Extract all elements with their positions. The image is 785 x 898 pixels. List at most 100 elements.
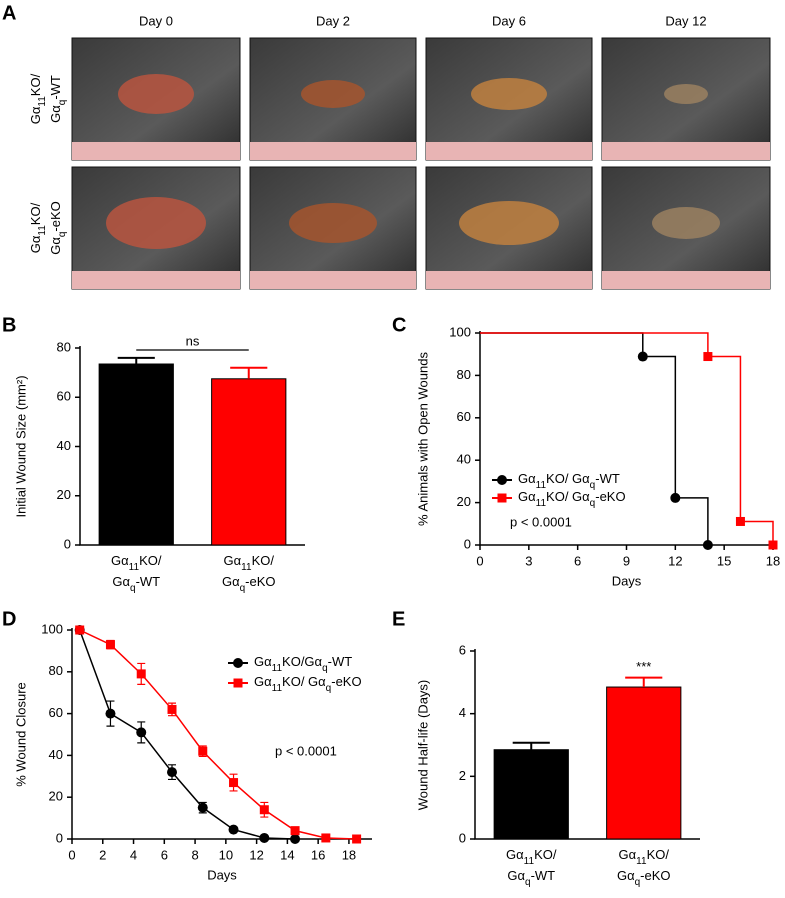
- panel-label: D: [2, 608, 16, 630]
- marker: [637, 351, 648, 362]
- y-axis-label: Wound Half-life (Days): [415, 680, 430, 811]
- bedding: [72, 142, 240, 160]
- label-part: q: [525, 877, 531, 888]
- label-part: q: [635, 877, 641, 888]
- y-tick-label: 100: [41, 621, 63, 636]
- y-tick-label: 80: [49, 663, 63, 678]
- label-part: KO/ Gα: [282, 674, 326, 689]
- label-part: Gα: [617, 868, 635, 883]
- y-tick-label: 60: [49, 705, 63, 720]
- y-axis-label: % Wound Closure: [13, 682, 28, 787]
- label-part: 11: [636, 856, 647, 867]
- label: Gα11KO/Gαq-WT: [254, 654, 352, 674]
- marker: [702, 540, 713, 550]
- legend-marker: [497, 493, 507, 503]
- x-tick-label: 9: [623, 553, 630, 568]
- annotation: ns: [186, 333, 200, 348]
- y-tick-label: 20: [457, 494, 471, 509]
- error-bar: [625, 676, 663, 688]
- y-tick-label: 100: [449, 324, 471, 339]
- error-bar: [512, 741, 550, 750]
- label-part: Gα: [222, 574, 240, 589]
- label-part: -eKO: [331, 674, 361, 689]
- label-part: q: [130, 583, 136, 594]
- label: Gα11KO/ Gαq-eKO: [518, 489, 626, 509]
- marker: [105, 708, 116, 719]
- marker: [768, 540, 778, 550]
- label-part: -eKO: [245, 574, 275, 589]
- label: Gα11KO/: [111, 553, 162, 573]
- label-part: q: [57, 100, 68, 106]
- label: Gα11KO/: [619, 847, 670, 867]
- column-header: Day 2: [316, 13, 350, 28]
- x-tick-label: 10: [219, 847, 233, 862]
- legend-marker: [233, 658, 243, 668]
- label-part: q: [322, 663, 328, 674]
- marker: [167, 704, 177, 714]
- error-bar: [230, 366, 268, 379]
- photo: [425, 37, 593, 161]
- marker: [228, 824, 239, 835]
- x-tick-label: 3: [525, 553, 532, 568]
- legend-marker: [497, 475, 507, 485]
- y-tick-label: 0: [64, 536, 71, 551]
- annotation: ***: [636, 659, 651, 674]
- x-tick-label: 0: [476, 553, 483, 568]
- marker: [703, 352, 713, 362]
- label-part: 11: [37, 96, 48, 107]
- x-tick-label: 14: [280, 847, 294, 862]
- y-tick-label: 2: [459, 768, 466, 783]
- y-tick-label: 60: [457, 409, 471, 424]
- label-part: Gα: [28, 106, 43, 124]
- label-part: q: [57, 232, 68, 238]
- label-part: -WT: [595, 471, 620, 486]
- label-part: q: [240, 583, 246, 594]
- label-part: 11: [536, 498, 547, 509]
- marker: [670, 492, 681, 503]
- bar: [98, 363, 174, 546]
- y-tick-label: 20: [57, 487, 71, 502]
- column-header: Day 0: [139, 13, 173, 28]
- marker: [352, 834, 362, 844]
- series-line: [480, 332, 774, 545]
- y-tick-label: 80: [457, 367, 471, 382]
- label: Gαq-WT: [48, 75, 68, 123]
- label-part: Gα: [518, 471, 536, 486]
- x-tick-label: 18: [342, 847, 356, 862]
- row-label: Gα11KO/Gαq-eKO: [28, 201, 68, 255]
- series-line: [79, 629, 357, 840]
- label-part: KO/: [252, 553, 275, 568]
- label-part: Gα: [619, 847, 637, 862]
- label: Gαq-eKO: [617, 868, 671, 888]
- series-line: [78, 629, 296, 840]
- marker: [735, 516, 745, 526]
- marker: [167, 767, 177, 778]
- y-tick-label: 40: [57, 438, 71, 453]
- y-tick-label: 0: [56, 830, 63, 845]
- y-tick-label: 0: [464, 536, 471, 551]
- label-part: 11: [536, 480, 547, 491]
- annotation: p < 0.0001: [275, 743, 337, 758]
- x-tick-label: 2: [99, 847, 106, 862]
- marker: [259, 805, 269, 815]
- label-part: 11: [524, 856, 535, 867]
- x-tick-label: 18: [766, 553, 780, 568]
- x-tick-label: 12: [249, 847, 263, 862]
- bedding: [602, 142, 770, 160]
- y-axis-label: % Animals with Open Wounds: [415, 352, 430, 526]
- bedding: [250, 271, 416, 289]
- label: Gαq-eKO: [222, 574, 276, 594]
- label-part: KO/: [534, 847, 557, 862]
- marker: [105, 640, 115, 650]
- legend-marker: [233, 678, 243, 688]
- column-header: Day 12: [665, 13, 706, 28]
- label-part: -eKO: [595, 489, 625, 504]
- label-part: Gα: [518, 489, 536, 504]
- marker: [136, 727, 147, 738]
- panel-label: A: [2, 2, 16, 24]
- y-axis-label: Initial Wound Size (mm²): [13, 375, 28, 517]
- x-axis-label: Days: [207, 867, 237, 882]
- x-tick-label: 6: [574, 553, 581, 568]
- label-part: Gα: [507, 868, 525, 883]
- x-axis-label: Days: [612, 573, 642, 588]
